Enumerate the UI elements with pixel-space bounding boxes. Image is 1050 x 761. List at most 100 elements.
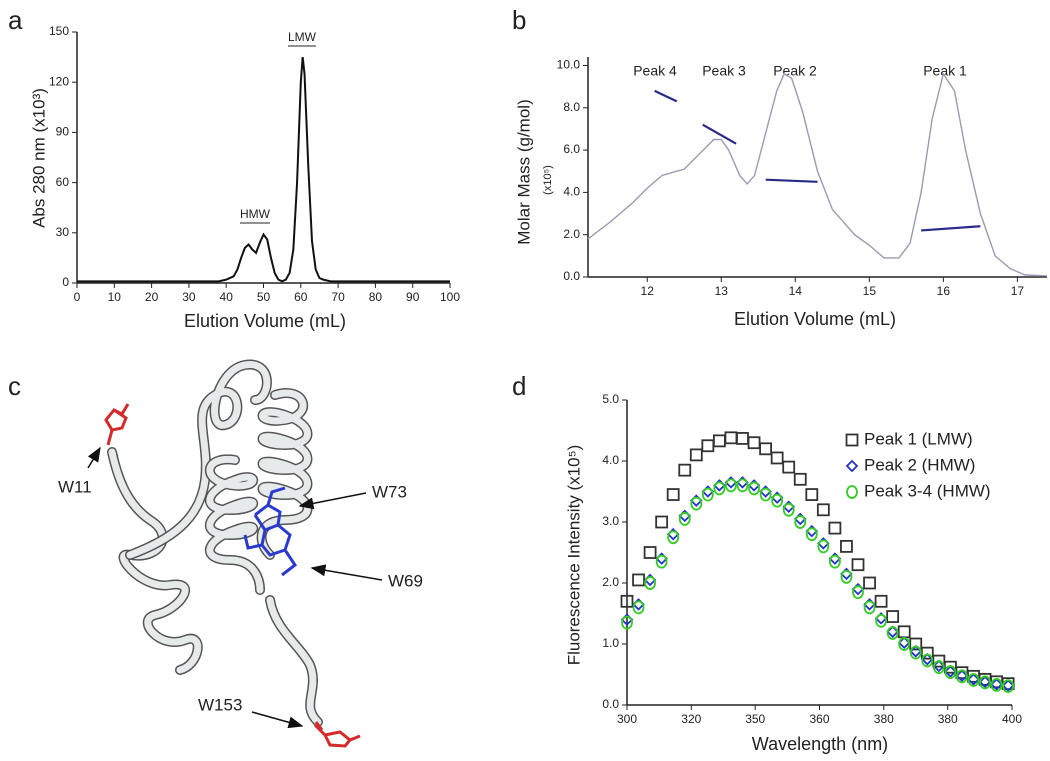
marker	[828, 521, 842, 535]
x-tick-label: 380	[938, 712, 958, 726]
legend-label: Peak 2 (HMW)	[864, 455, 975, 474]
marker	[701, 439, 715, 453]
y-tick-label: 60	[56, 175, 70, 189]
marker	[875, 613, 887, 628]
marker	[771, 493, 784, 508]
marker	[643, 546, 657, 559]
x-tick-label: 350	[745, 712, 765, 726]
y-tick-label: 10.0	[557, 58, 581, 72]
marker	[655, 554, 668, 569]
marker	[1001, 679, 1015, 692]
x-axis-label: Elution Volume (mL)	[734, 309, 896, 329]
marker	[898, 637, 911, 651]
x-tick-label: 400	[1002, 712, 1022, 726]
marker	[909, 645, 922, 660]
marker	[782, 502, 795, 517]
x-tick-label: 17	[1011, 284, 1025, 298]
marker	[897, 625, 911, 639]
marker	[932, 659, 946, 673]
marker	[667, 530, 680, 545]
marker	[886, 610, 900, 623]
arrow	[87, 446, 101, 469]
y-tick-label: 120	[49, 74, 69, 88]
y-tick-label: 2.0	[602, 575, 619, 589]
residue-label: W11	[58, 477, 92, 496]
marker	[794, 515, 807, 529]
marker	[920, 646, 934, 660]
x-tick-label: 10	[108, 290, 122, 304]
structure-panel: c W11 W73 W69 W153	[8, 359, 423, 748]
marker	[690, 496, 703, 511]
marker	[748, 481, 760, 496]
marker	[736, 432, 749, 445]
annotation: Peak 4	[633, 63, 677, 79]
annotation: Peak 2	[773, 63, 817, 79]
panel-label: c	[8, 371, 21, 401]
x-tick-label: 300	[617, 712, 637, 726]
data-line	[765, 178, 818, 183]
y-tick-label: 30	[56, 225, 70, 239]
marker	[909, 637, 923, 651]
marker	[736, 478, 749, 493]
marker	[897, 636, 911, 650]
marker	[770, 451, 784, 465]
marker	[701, 487, 714, 502]
x-tick-label: 360	[809, 712, 829, 726]
marker	[840, 540, 853, 553]
marker	[944, 665, 957, 679]
y-axis-label: Abs 280 nm (x10³)	[29, 88, 48, 228]
arrow	[298, 492, 367, 510]
chart-panel: b 12 13 14 15 16 17 0.0 2.0 4.0 6.0 8.0 10.0 Elution …	[512, 5, 1048, 329]
legend-label: Peak 3-4 (HMW)	[864, 481, 991, 500]
x-tick-label: 40	[220, 290, 234, 304]
arrow	[310, 564, 383, 581]
marker	[632, 600, 645, 615]
marker	[1002, 679, 1015, 693]
x-tick-label: 60	[294, 290, 308, 304]
residue-label: W153	[198, 695, 242, 714]
x-tick-label: 14	[789, 284, 803, 298]
marker	[840, 570, 853, 584]
marker	[874, 594, 888, 608]
marker	[620, 594, 634, 608]
y-axis-label: Molar Mass (g/mol)	[514, 99, 533, 244]
x-axis-label: Elution Volume (mL)	[184, 311, 346, 331]
marker	[632, 573, 645, 587]
marker	[921, 653, 934, 668]
marker	[782, 460, 796, 474]
x-tick-label: 100	[440, 290, 460, 304]
marker	[863, 576, 876, 590]
x-tick-label: 320	[681, 712, 701, 726]
x-tick-label: 13	[715, 284, 729, 298]
residue-label: W73	[372, 482, 407, 501]
y-tick-label: 8.0	[563, 100, 580, 114]
legend-label: Peak 1 (LMW)	[864, 429, 973, 448]
marker	[725, 478, 737, 493]
marker	[805, 527, 818, 542]
x-axis-label: Wavelength (nm)	[752, 734, 888, 754]
marker	[713, 434, 726, 448]
marker	[909, 645, 923, 658]
y-tick-label: 4.0	[602, 453, 619, 467]
marker	[863, 600, 876, 615]
x-tick-label: 20	[145, 290, 159, 304]
marker	[816, 503, 830, 517]
marker	[846, 485, 858, 499]
marker	[990, 677, 1003, 691]
marker	[956, 669, 968, 684]
marker	[724, 431, 738, 445]
marker	[793, 472, 807, 486]
y-tick-label: 90	[56, 125, 70, 139]
x-tick-label: 380	[874, 712, 894, 726]
marker	[990, 677, 1003, 692]
marker	[805, 488, 819, 501]
data-line	[921, 225, 981, 232]
marker	[666, 488, 680, 501]
marker	[886, 625, 899, 639]
x-tick-label: 90	[406, 290, 420, 304]
y-tick-label: 0.0	[602, 697, 619, 711]
x-tick-label: 80	[369, 290, 383, 304]
chart-panel: a 0 10 20 30 40 50 60 70 80 90 100 0 30 60 90 120 150 Elut…	[8, 5, 460, 331]
y-axis-unit: (x10⁵)	[542, 165, 554, 195]
